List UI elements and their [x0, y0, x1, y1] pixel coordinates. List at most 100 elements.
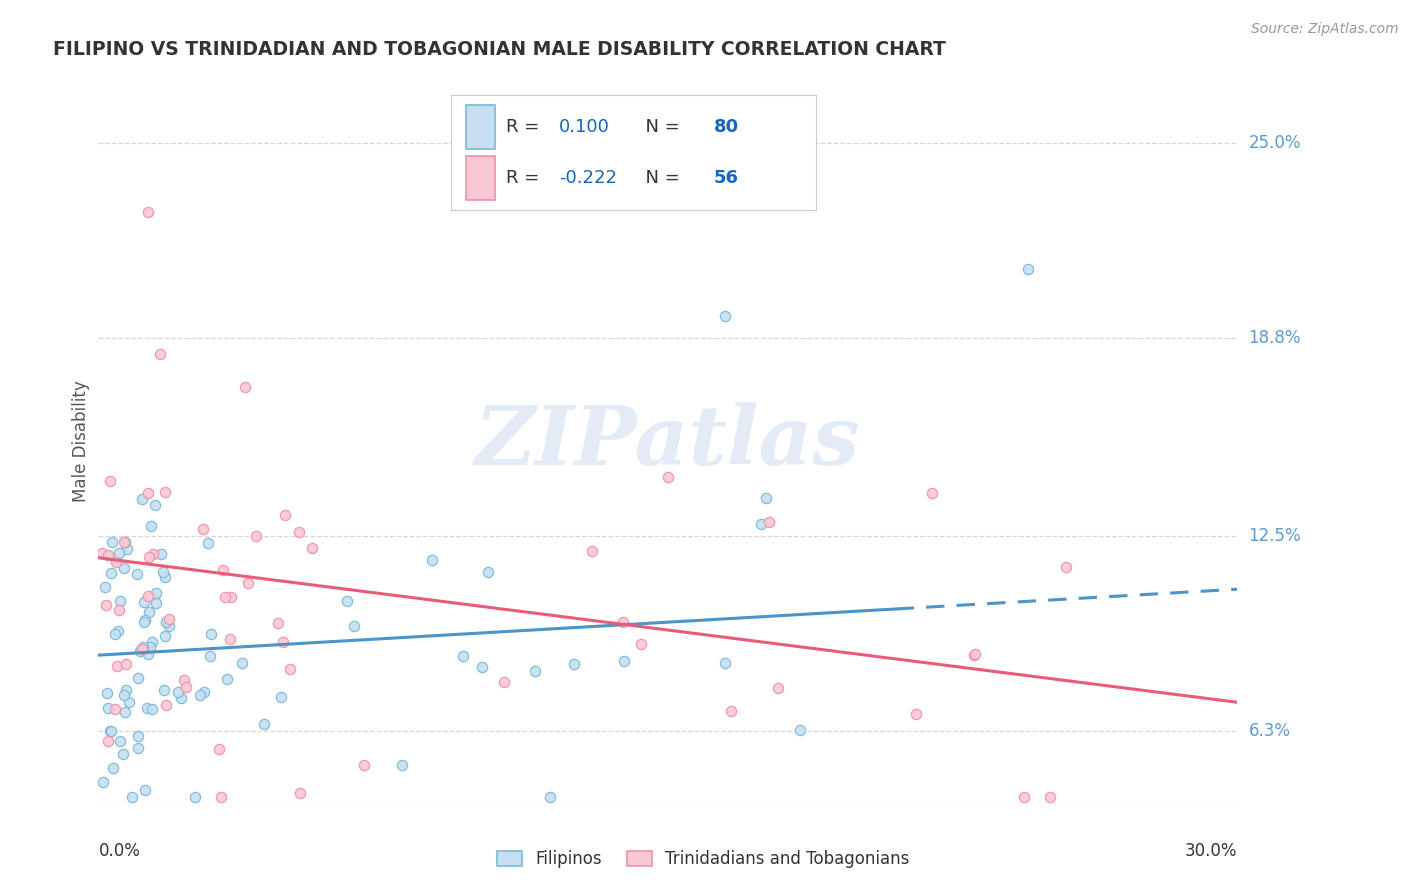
Point	[121, 789, 143, 804]
Point	[221, 591, 243, 605]
Point	[471, 659, 494, 673]
Point	[581, 544, 603, 558]
Point	[153, 682, 176, 697]
Point	[131, 491, 153, 506]
Point	[212, 563, 235, 577]
Point	[207, 741, 229, 756]
Point	[288, 786, 311, 800]
Point	[215, 672, 238, 686]
Point	[100, 723, 122, 738]
Point	[193, 522, 215, 536]
Point	[271, 635, 294, 649]
Point	[267, 616, 290, 631]
Point	[136, 701, 159, 715]
Point	[233, 380, 256, 394]
Point	[270, 690, 292, 704]
Point	[755, 491, 778, 505]
Point	[94, 598, 117, 612]
Point	[115, 542, 138, 557]
Text: 25.0%: 25.0%	[1249, 134, 1301, 153]
Point	[115, 682, 138, 697]
Point	[136, 647, 159, 661]
Text: FILIPINO VS TRINIDADIAN AND TOBAGONIAN MALE DISABILITY CORRELATION CHART: FILIPINO VS TRINIDADIAN AND TOBAGONIAN M…	[53, 40, 946, 59]
Point	[100, 534, 122, 549]
Point	[612, 615, 634, 629]
Point	[96, 734, 118, 748]
Point	[789, 723, 811, 738]
Text: 0.0%: 0.0%	[98, 842, 141, 860]
Point	[149, 347, 172, 361]
Point	[353, 758, 375, 772]
Point	[141, 702, 163, 716]
Point	[209, 789, 232, 804]
Point	[630, 638, 652, 652]
Point	[108, 603, 131, 617]
Point	[91, 775, 114, 789]
Point	[138, 605, 160, 619]
Point	[138, 550, 160, 565]
Point	[184, 789, 207, 804]
Point	[451, 649, 474, 664]
Point	[127, 740, 149, 755]
Point	[1018, 261, 1040, 276]
Point	[108, 733, 131, 747]
Point	[104, 702, 127, 716]
Point	[134, 614, 156, 628]
Point	[155, 698, 177, 712]
Point	[97, 548, 120, 562]
Point	[714, 309, 737, 323]
Point	[104, 627, 127, 641]
Text: ZIPatlas: ZIPatlas	[475, 401, 860, 482]
Point	[170, 691, 193, 706]
Point	[145, 586, 167, 600]
Point	[141, 635, 163, 649]
Point	[91, 546, 114, 560]
Point	[139, 640, 162, 654]
Point	[136, 205, 159, 219]
Point	[231, 656, 253, 670]
Point	[115, 657, 138, 671]
Point	[108, 546, 131, 560]
Point	[214, 590, 236, 604]
Point	[139, 519, 162, 533]
Point	[720, 704, 742, 718]
Point	[155, 485, 177, 500]
Point	[157, 618, 180, 632]
Point	[193, 685, 215, 699]
Point	[391, 758, 413, 772]
Point	[200, 627, 222, 641]
Point	[152, 565, 174, 579]
Point	[108, 594, 131, 608]
Point	[714, 656, 737, 670]
Point	[145, 596, 167, 610]
Point	[657, 470, 679, 484]
Point	[105, 659, 128, 673]
Point	[420, 553, 443, 567]
Point	[188, 688, 211, 702]
Point	[131, 641, 153, 656]
Point	[236, 575, 259, 590]
Point	[105, 555, 128, 569]
Point	[280, 662, 302, 676]
Point	[112, 560, 135, 574]
Point	[112, 535, 135, 549]
Point	[100, 474, 122, 488]
Point	[134, 615, 156, 630]
Point	[766, 681, 789, 695]
Point	[136, 589, 159, 603]
Point	[157, 612, 180, 626]
Point	[758, 515, 780, 529]
Point	[198, 648, 221, 663]
Point	[132, 640, 155, 655]
Point	[114, 705, 136, 719]
Point	[142, 548, 165, 562]
Point	[963, 648, 986, 663]
Point	[118, 695, 141, 709]
Point	[167, 685, 190, 699]
Point	[150, 548, 173, 562]
Point	[100, 566, 122, 581]
Point	[287, 524, 309, 539]
Text: 6.3%: 6.3%	[1249, 722, 1291, 739]
Y-axis label: Male Disability: Male Disability	[72, 381, 90, 502]
Point	[174, 681, 197, 695]
